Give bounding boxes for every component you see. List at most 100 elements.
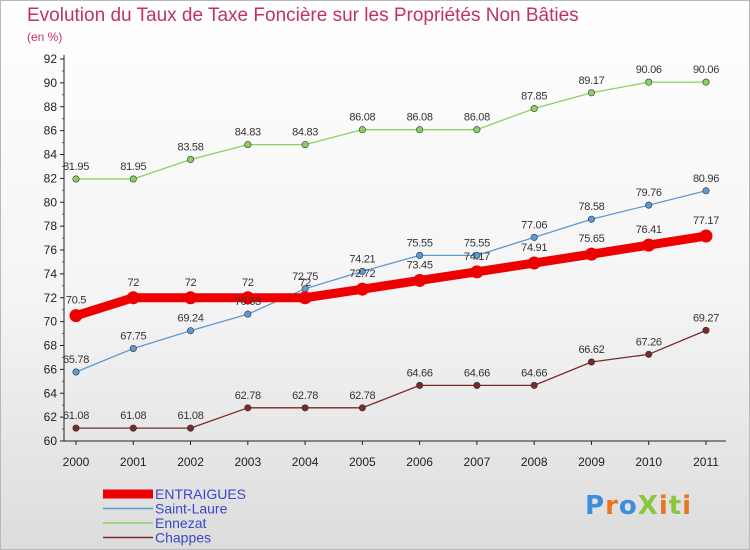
y-tick-label: 88 [44, 100, 58, 114]
x-tick-label: 2009 [578, 455, 605, 469]
data-label-saint-laure: 69.24 [178, 313, 204, 325]
data-point-entraigues [126, 291, 140, 305]
legend-label-saint-laure: Saint-Laure [155, 501, 228, 517]
data-label-chappes: 64.66 [407, 367, 433, 379]
y-tick-label: 80 [44, 195, 58, 209]
data-point-saint-laure [187, 327, 195, 335]
data-point-saint-laure [72, 368, 80, 376]
x-tick-label: 2008 [521, 455, 548, 469]
data-label-entraigues: 77.17 [693, 215, 719, 227]
data-point-entraigues [527, 256, 541, 270]
data-point-ennezat [358, 126, 366, 134]
data-label-ennezat: 84.83 [292, 127, 318, 139]
series-line-entraigues [71, 231, 711, 321]
data-point-chappes [187, 424, 195, 432]
legend-label-ennezat: Ennezat [155, 515, 206, 531]
data-label-saint-laure: 65.78 [63, 354, 89, 366]
data-point-chappes [587, 358, 595, 366]
data-label-chappes: 61.08 [120, 410, 146, 422]
y-tick-label: 60 [44, 434, 58, 448]
logo-letter: t [668, 491, 683, 521]
x-tick-label: 2002 [177, 455, 204, 469]
data-point-ennezat [187, 156, 195, 164]
data-point-ennezat [645, 78, 653, 86]
data-point-saint-laure [587, 215, 595, 223]
y-tick-label: 84 [44, 148, 58, 162]
data-label-chappes: 61.08 [63, 410, 89, 422]
x-tick-label: 2005 [349, 455, 376, 469]
data-point-saint-laure [129, 344, 137, 352]
data-point-entraigues [413, 273, 427, 287]
data-point-saint-laure [358, 267, 366, 275]
data-label-ennezat: 81.95 [63, 161, 89, 173]
y-tick-label: 62 [44, 410, 58, 424]
data-label-saint-laure: 72.75 [292, 271, 318, 283]
y-tick-label: 74 [44, 267, 58, 281]
y-tick-label: 78 [44, 219, 58, 233]
x-tick-label: 2006 [406, 455, 433, 469]
data-label-entraigues: 72 [242, 277, 254, 289]
logo-letter: X [637, 491, 659, 521]
data-label-ennezat: 90.06 [636, 64, 662, 76]
legend-label-entraigues: ENTRAIGUES [155, 486, 246, 502]
proxiti-logo: ProXiti [585, 491, 692, 521]
data-point-ennezat [72, 175, 80, 183]
y-tick-label: 68 [44, 339, 58, 353]
logo-letter: P [585, 491, 606, 521]
data-label-chappes: 64.66 [521, 367, 547, 379]
data-point-saint-laure [702, 187, 710, 195]
data-label-entraigues: 70.5 [66, 295, 86, 307]
chart-title: Evolution du Taux de Taxe Foncière sur l… [27, 5, 579, 26]
y-tick-label: 72 [44, 291, 58, 305]
data-label-chappes: 62.78 [292, 390, 318, 402]
data-label-ennezat: 86.08 [464, 112, 490, 124]
data-point-entraigues [298, 291, 312, 305]
data-point-saint-laure [244, 310, 252, 318]
data-label-entraigues: 73.45 [407, 259, 433, 271]
x-tick-label: 2004 [292, 455, 319, 469]
data-label-entraigues: 74.91 [521, 242, 547, 254]
data-point-ennezat [587, 89, 595, 97]
y-tick-label: 76 [44, 243, 58, 257]
data-label-saint-laure: 79.76 [636, 187, 662, 199]
series-line-saint-laure [75, 190, 707, 373]
data-label-saint-laure: 70.63 [235, 296, 261, 308]
data-point-entraigues [584, 247, 598, 261]
logo-letter: i [658, 491, 669, 521]
data-point-entraigues [241, 291, 255, 305]
y-tick-label: 66 [44, 362, 58, 376]
data-label-entraigues: 72 [185, 277, 197, 289]
data-point-chappes [129, 424, 137, 432]
data-point-ennezat [129, 175, 137, 183]
legend-label-chappes: Chappes [155, 530, 211, 546]
data-point-ennezat [702, 78, 710, 86]
data-label-ennezat: 86.08 [349, 112, 375, 124]
data-point-chappes [473, 381, 481, 389]
y-tick-label: 90 [44, 76, 58, 90]
x-tick-label: 2011 [693, 455, 719, 469]
data-label-chappes: 66.62 [578, 344, 604, 356]
data-point-saint-laure [645, 201, 653, 209]
data-point-entraigues [69, 309, 83, 323]
data-label-saint-laure: 77.06 [521, 219, 547, 231]
data-label-chappes: 62.78 [235, 390, 261, 402]
data-label-entraigues: 72.72 [349, 268, 375, 280]
x-tick-label: 2001 [120, 455, 147, 469]
data-label-entraigues: 72 [127, 277, 139, 289]
logo-letter: i [682, 491, 693, 521]
data-point-chappes [530, 381, 538, 389]
data-label-chappes: 69.27 [693, 312, 719, 324]
x-tick-label: 2007 [464, 455, 491, 469]
data-label-entraigues: 72 [299, 277, 311, 289]
data-point-entraigues [470, 265, 484, 279]
data-label-saint-laure: 75.55 [407, 237, 433, 249]
data-label-saint-laure: 67.75 [120, 330, 146, 342]
data-label-saint-laure: 74.21 [349, 253, 375, 265]
data-label-ennezat: 87.85 [521, 91, 547, 103]
data-point-chappes [244, 404, 252, 412]
y-tick-label: 82 [44, 171, 58, 185]
series-line-chappes [75, 329, 707, 429]
chart-subtitle: (en %) [27, 30, 63, 44]
data-label-ennezat: 83.58 [178, 142, 204, 154]
